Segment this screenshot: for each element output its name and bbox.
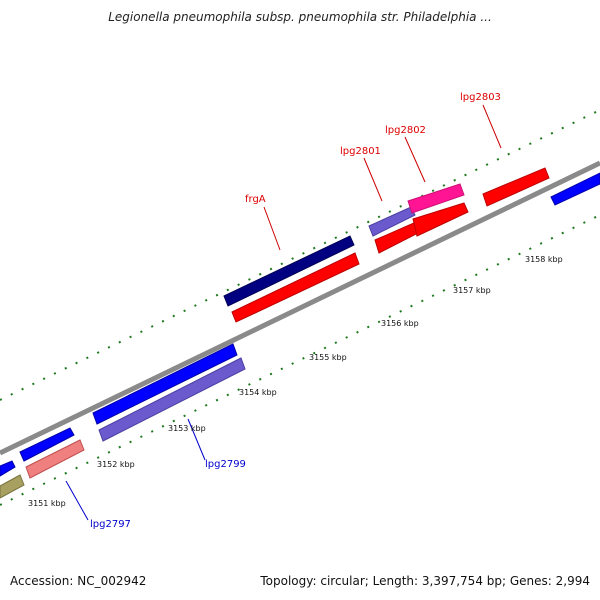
gene-arrow-lpg2803[interactable] <box>482 167 550 207</box>
tick-label: 3157 kbp <box>453 286 491 295</box>
tick-label: 3158 kbp <box>525 255 563 264</box>
leader-lpg2803 <box>482 104 502 149</box>
gene-arrow-blue[interactable] <box>0 460 16 477</box>
leader-lpg2801 <box>363 157 383 202</box>
gene-arrow-blue[interactable] <box>19 427 75 462</box>
tick-label: 3154 kbp <box>239 388 277 397</box>
gene-arrow-lpg2801[interactable] <box>368 206 416 237</box>
gene-arrow-lpg2799[interactable] <box>98 357 246 442</box>
tick-label: 3152 kbp <box>97 460 135 469</box>
genome-summary: Topology: circular; Length: 3,397,754 bp… <box>260 574 590 588</box>
lower-tick-track <box>0 214 600 506</box>
leader-lpg2799 <box>187 418 206 461</box>
gene-arrow-lpg2802[interactable] <box>407 183 465 214</box>
leader-lpg2797 <box>65 480 89 521</box>
gene-arrow-blue[interactable] <box>550 172 600 206</box>
gene-label-lpg2802[interactable]: lpg2802 <box>385 125 426 136</box>
gene-arrow-lpg2797[interactable] <box>25 439 85 479</box>
tick-label: 3155 kbp <box>309 353 347 362</box>
map-title: Legionella pneumophila subsp. pneumophil… <box>108 10 492 24</box>
gene-label-lpg2799[interactable]: lpg2799 <box>205 459 246 470</box>
gene-arrow-frga[interactable] <box>223 235 355 307</box>
gene-label-frga[interactable]: frgA <box>245 194 266 205</box>
tick-label: 3151 kbp <box>28 499 66 508</box>
gene-arrow-blue[interactable] <box>92 343 238 425</box>
leader-frga <box>263 206 281 251</box>
gene-arrow-red[interactable] <box>412 202 469 237</box>
gene-arrow-olive[interactable] <box>0 474 25 499</box>
tick-label: 3156 kbp <box>381 319 419 328</box>
leader-lpg2802 <box>404 136 426 183</box>
gene-label-lpg2797[interactable]: lpg2797 <box>90 519 131 530</box>
gene-arrow-red[interactable] <box>231 252 360 323</box>
accession-label: Accession: NC_002942 <box>10 574 147 588</box>
tick-label: 3153 kbp <box>168 424 206 433</box>
gene-label-lpg2803[interactable]: lpg2803 <box>460 92 501 103</box>
upper-tick-track <box>0 109 600 401</box>
gene-label-lpg2801[interactable]: lpg2801 <box>340 146 381 157</box>
backbone <box>0 160 600 456</box>
